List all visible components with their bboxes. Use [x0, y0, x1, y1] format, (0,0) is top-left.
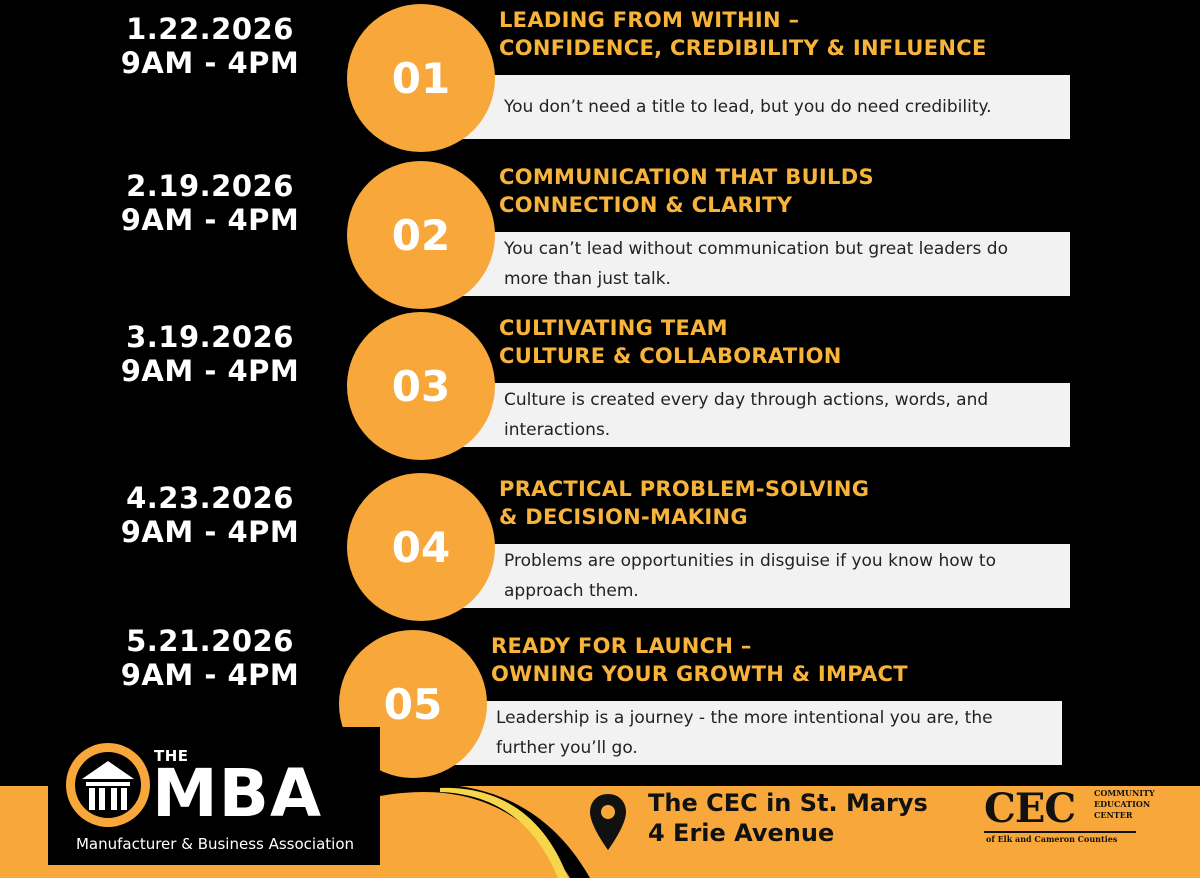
session-time-value: 9AM - 4PM	[120, 354, 300, 388]
session-title: READY FOR LAUNCH – OWNING YOUR GROWTH & …	[491, 632, 1051, 688]
cec-letters: CEC	[984, 785, 1076, 832]
session-date-value: 5.21.2026	[126, 624, 294, 658]
session-description-box: You don’t need a title to lead, but you …	[430, 75, 1070, 139]
session-date-value: 2.19.2026	[126, 169, 294, 203]
session-date: 1.22.2026 9AM - 4PM	[100, 12, 320, 80]
session-title-line-2: CULTURE & COLLABORATION	[499, 344, 842, 368]
cec-bottom-text: of Elk and Cameron Counties	[986, 834, 1118, 844]
session-date-value: 4.23.2026	[126, 481, 294, 515]
session-description: Leadership is a journey - the more inten…	[496, 708, 993, 758]
location: The CEC in St. Marys 4 Erie Avenue	[648, 788, 928, 848]
session-title-line-1: PRACTICAL PROBLEM-SOLVING	[499, 477, 870, 501]
session-date-value: 3.19.2026	[126, 320, 294, 354]
cec-side-line-1: COMMUNITY	[1094, 788, 1155, 798]
session-title-line-2: & DECISION-MAKING	[499, 505, 748, 529]
cec-logo: CEC COMMUNITY EDUCATION CENTER of Elk an…	[984, 785, 1155, 846]
session-description: Culture is created every day through act…	[504, 390, 989, 440]
session-title-line-1: READY FOR LAUNCH –	[491, 634, 752, 658]
mba-logo: THE MBA Manufacturer & Business Associat…	[48, 727, 380, 865]
location-line-2: 4 Erie Avenue	[648, 819, 835, 847]
session-description: Problems are opportunities in disguise i…	[504, 551, 996, 601]
session-number-badge: 03	[347, 312, 495, 460]
location-line-1: The CEC in St. Marys	[648, 789, 928, 817]
mba-word: MBA	[152, 755, 323, 832]
location-pin-icon	[590, 794, 626, 850]
session-description-box: Culture is created every day through act…	[430, 383, 1070, 447]
cec-divider	[984, 831, 1136, 833]
session-time-value: 9AM - 4PM	[120, 46, 300, 80]
swoosh-decoration	[380, 783, 590, 878]
session-title: PRACTICAL PROBLEM-SOLVING & DECISION-MAK…	[499, 475, 1059, 531]
session-date: 4.23.2026 9AM - 4PM	[100, 481, 320, 549]
session-title-line-1: COMMUNICATION THAT BUILDS	[499, 165, 874, 189]
session-5: 5.21.2026 9AM - 4PM Leadership is a jour…	[0, 624, 1192, 778]
session-description-box: Problems are opportunities in disguise i…	[430, 544, 1070, 608]
mba-the: THE	[154, 747, 189, 765]
session-description-box: Leadership is a journey - the more inten…	[422, 701, 1062, 765]
session-time-value: 9AM - 4PM	[120, 658, 300, 692]
session-title: COMMUNICATION THAT BUILDS CONNECTION & C…	[499, 163, 1059, 219]
session-date: 2.19.2026 9AM - 4PM	[100, 169, 320, 237]
session-3: 3.19.2026 9AM - 4PM Culture is created e…	[0, 308, 1200, 460]
session-title-line-2: CONNECTION & CLARITY	[499, 193, 793, 217]
cec-side-line-3: CENTER	[1094, 810, 1133, 820]
mba-subtitle: Manufacturer & Business Association	[75, 835, 355, 853]
session-title-line-1: LEADING FROM WITHIN –	[499, 8, 800, 32]
session-description: You can’t lead without communication but…	[504, 239, 1008, 289]
session-number-badge: 01	[347, 4, 495, 152]
session-date-value: 1.22.2026	[126, 12, 294, 46]
session-2: 2.19.2026 9AM - 4PM You can’t lead witho…	[0, 157, 1200, 309]
session-title: CULTIVATING TEAM CULTURE & COLLABORATION	[499, 314, 1059, 370]
mba-logo-icon	[66, 743, 150, 827]
session-date: 5.21.2026 9AM - 4PM	[100, 624, 320, 692]
cec-side-line-2: EDUCATION	[1094, 799, 1151, 809]
session-description-box: You can’t lead without communication but…	[430, 232, 1070, 296]
session-time-value: 9AM - 4PM	[120, 203, 300, 237]
session-number-badge: 04	[347, 473, 495, 621]
session-4: 4.23.2026 9AM - 4PM Problems are opportu…	[0, 469, 1200, 621]
session-title-line-1: CULTIVATING TEAM	[499, 316, 728, 340]
session-title-line-2: CONFIDENCE, CREDIBILITY & INFLUENCE	[499, 36, 987, 60]
session-time-value: 9AM - 4PM	[120, 515, 300, 549]
session-1: 1.22.2026 9AM - 4PM You don’t need a tit…	[0, 0, 1200, 152]
session-date: 3.19.2026 9AM - 4PM	[100, 320, 320, 388]
session-number-badge: 02	[347, 161, 495, 309]
session-title-line-2: OWNING YOUR GROWTH & IMPACT	[491, 662, 908, 686]
session-description: You don’t need a title to lead, but you …	[504, 97, 992, 117]
cec-side-text: COMMUNITY EDUCATION CENTER	[1094, 788, 1155, 821]
session-title: LEADING FROM WITHIN – CONFIDENCE, CREDIB…	[499, 6, 1059, 62]
